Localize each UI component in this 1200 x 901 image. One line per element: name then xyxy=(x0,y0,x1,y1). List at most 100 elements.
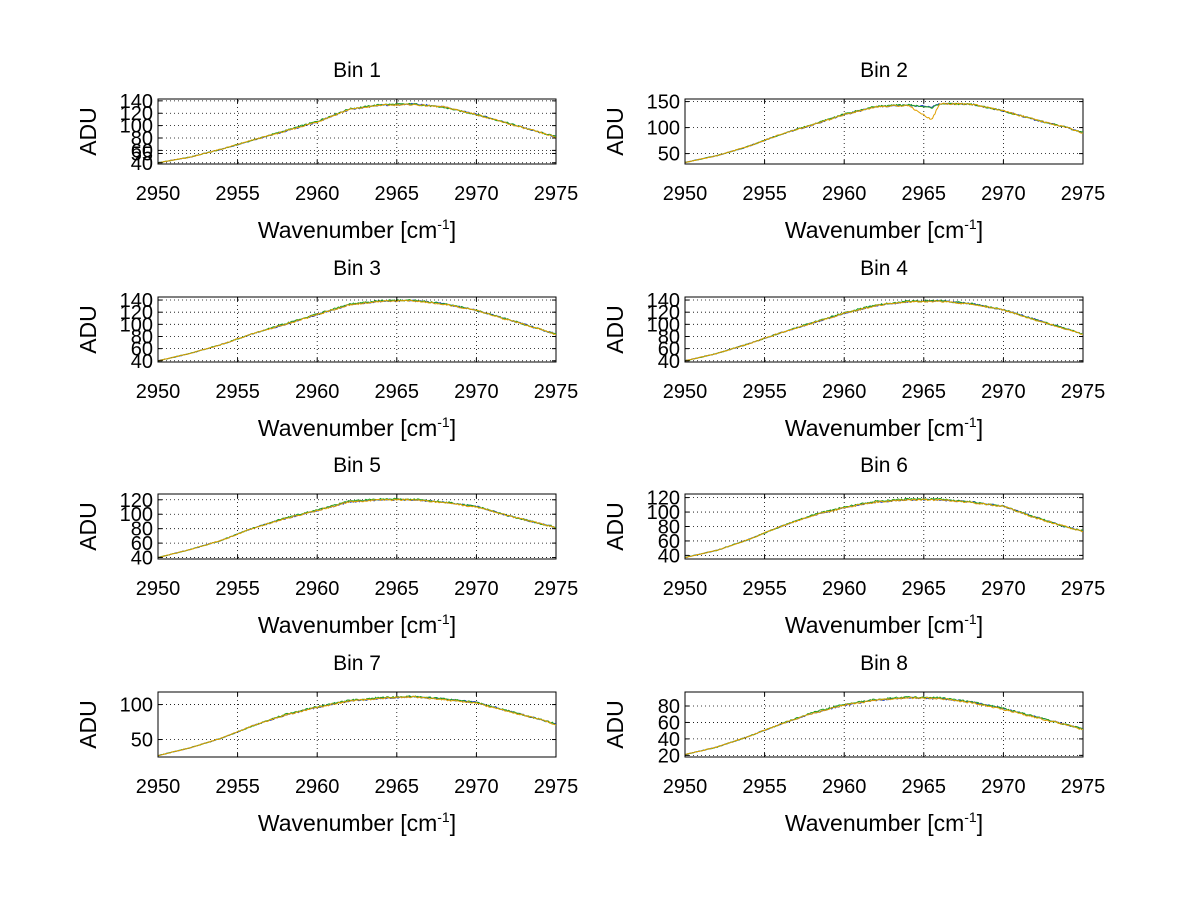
y-tick-label: 60 xyxy=(131,533,153,555)
plot-area xyxy=(157,98,557,165)
y-tick-label: 40 xyxy=(658,545,680,567)
plot-area xyxy=(684,98,1084,165)
x-tick-label: 2950 xyxy=(136,776,181,798)
y-tick-label: 60 xyxy=(131,140,153,162)
y-tick-label: 120 xyxy=(647,488,680,510)
x-tick-label: 2950 xyxy=(663,381,708,403)
chart-title: Bin 2 xyxy=(860,59,908,82)
y-axis-label: ADU xyxy=(75,107,101,156)
y-tick-label: 100 xyxy=(647,502,680,524)
x-axis-label-superscript: -1 xyxy=(964,611,977,627)
x-axis-label-main: Wavenumber [cm xyxy=(785,612,964,638)
x-tick-label: 2955 xyxy=(742,776,787,798)
y-tick-label: 60 xyxy=(658,712,680,734)
x-tick-label: 2965 xyxy=(375,578,420,600)
y-axis-label: ADU xyxy=(602,305,628,354)
x-tick-label: 2955 xyxy=(742,578,787,600)
x-axis-label-suffix: ] xyxy=(977,810,983,836)
chart-title: Bin 3 xyxy=(333,257,381,280)
x-axis-label-main: Wavenumber [cm xyxy=(785,810,964,836)
x-tick-label: 2960 xyxy=(822,381,867,403)
x-axis-label-main: Wavenumber [cm xyxy=(785,415,964,441)
x-tick-label: 2955 xyxy=(215,381,260,403)
x-axis-label-superscript: -1 xyxy=(964,414,977,430)
series-line-3 xyxy=(158,498,556,559)
x-axis-label-main: Wavenumber [cm xyxy=(258,810,437,836)
x-tick-label: 2965 xyxy=(375,381,420,403)
x-axis-label-main: Wavenumber [cm xyxy=(258,612,437,638)
x-axis-label-suffix: ] xyxy=(450,612,456,638)
plot-area xyxy=(157,296,557,363)
y-tick-label: 120 xyxy=(120,490,153,512)
x-tick-label: 2950 xyxy=(663,183,708,205)
plot-area xyxy=(684,493,1084,560)
y-axis-label: ADU xyxy=(602,107,628,156)
x-tick-label: 2960 xyxy=(822,183,867,205)
y-tick-label: 140 xyxy=(120,91,153,113)
y-tick-label: 80 xyxy=(658,696,680,718)
y-tick-label: 50 xyxy=(658,144,680,166)
series-group xyxy=(158,102,556,164)
x-tick-label: 2960 xyxy=(822,578,867,600)
y-tick-label: 120 xyxy=(120,302,153,324)
x-axis-label: Wavenumber [cm-1] xyxy=(258,611,456,638)
x-tick-label: 2960 xyxy=(822,776,867,798)
x-tick-label: 2955 xyxy=(742,381,787,403)
x-axis-label-suffix: ] xyxy=(977,612,983,638)
x-tick-label: 2965 xyxy=(375,776,420,798)
y-tick-label: 140 xyxy=(647,290,680,312)
x-axis-label: Wavenumber [cm-1] xyxy=(258,809,456,836)
x-tick-label: 2970 xyxy=(454,183,499,205)
x-tick-label: 2975 xyxy=(534,183,579,205)
y-tick-label: 80 xyxy=(658,517,680,539)
x-tick-label: 2970 xyxy=(454,578,499,600)
y-tick-label: 50 xyxy=(131,730,153,752)
x-axis-label-superscript: -1 xyxy=(964,216,977,232)
x-axis-label-superscript: -1 xyxy=(437,809,450,825)
x-axis-label: Wavenumber [cm-1] xyxy=(785,216,983,243)
series-group xyxy=(685,299,1083,362)
chart-title: Bin 4 xyxy=(860,257,908,280)
x-tick-label: 2955 xyxy=(742,183,787,205)
series-line-3 xyxy=(685,696,1083,756)
subplot-1: 2950 2955 2960 2965 2970 2975 4055608010012014… xyxy=(75,59,578,243)
chart-title: Bin 7 xyxy=(333,652,381,675)
x-tick-label: 2965 xyxy=(902,578,947,600)
series-line-3 xyxy=(158,103,556,164)
y-tick-label: 40 xyxy=(131,548,153,570)
y-tick-label: 100 xyxy=(120,116,153,138)
x-tick-label: 2970 xyxy=(981,776,1026,798)
y-tick-label: 100 xyxy=(647,314,680,336)
series-group xyxy=(685,497,1083,559)
y-tick-label: 150 xyxy=(647,92,680,114)
x-tick-label: 2975 xyxy=(534,578,579,600)
y-tick-label: 55 xyxy=(131,143,153,165)
plot-area xyxy=(157,691,557,758)
chart-title: Bin 6 xyxy=(860,454,908,477)
chart-title: Bin 5 xyxy=(333,454,381,477)
y-tick-label: 100 xyxy=(120,695,153,717)
x-tick-label: 2950 xyxy=(663,776,708,798)
y-axis-label: ADU xyxy=(75,305,101,354)
x-axis-label: Wavenumber [cm-1] xyxy=(258,216,456,243)
x-axis-label-superscript: -1 xyxy=(964,809,977,825)
x-tick-label: 2950 xyxy=(136,381,181,403)
plot-area xyxy=(684,691,1084,758)
x-axis-label-superscript: -1 xyxy=(437,611,450,627)
chart-title: Bin 1 xyxy=(333,59,381,82)
x-axis-label-suffix: ] xyxy=(977,415,983,441)
subplot-2: 2950 2955 2960 2965 2970 2975 50 100 150 Bin 2 ADU… xyxy=(602,59,1105,243)
x-axis-label: Wavenumber [cm-1] xyxy=(258,414,456,441)
y-tick-label: 40 xyxy=(131,351,153,373)
y-tick-label: 80 xyxy=(658,326,680,348)
y-tick-label: 20 xyxy=(658,745,680,767)
x-tick-label: 2975 xyxy=(534,776,579,798)
x-tick-label: 2955 xyxy=(215,183,260,205)
series-line-3 xyxy=(685,300,1083,362)
series-group xyxy=(158,298,556,362)
x-tick-label: 2975 xyxy=(1061,578,1106,600)
